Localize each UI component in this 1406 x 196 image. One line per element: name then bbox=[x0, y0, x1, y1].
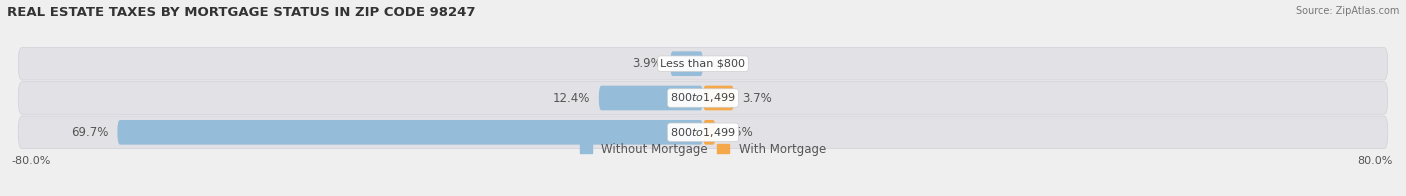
FancyBboxPatch shape bbox=[18, 116, 1388, 149]
Text: $800 to $1,499: $800 to $1,499 bbox=[671, 126, 735, 139]
FancyBboxPatch shape bbox=[18, 47, 1388, 80]
Text: 12.4%: 12.4% bbox=[553, 92, 591, 104]
FancyBboxPatch shape bbox=[599, 86, 703, 110]
FancyBboxPatch shape bbox=[703, 86, 734, 110]
Text: Less than $800: Less than $800 bbox=[661, 59, 745, 69]
Text: 0.0%: 0.0% bbox=[711, 57, 741, 70]
Text: $800 to $1,499: $800 to $1,499 bbox=[671, 92, 735, 104]
Text: REAL ESTATE TAXES BY MORTGAGE STATUS IN ZIP CODE 98247: REAL ESTATE TAXES BY MORTGAGE STATUS IN … bbox=[7, 6, 475, 19]
FancyBboxPatch shape bbox=[703, 120, 716, 145]
Text: Source: ZipAtlas.com: Source: ZipAtlas.com bbox=[1295, 6, 1399, 16]
FancyBboxPatch shape bbox=[18, 82, 1388, 114]
Text: 3.9%: 3.9% bbox=[633, 57, 662, 70]
Text: 3.7%: 3.7% bbox=[742, 92, 772, 104]
Text: 69.7%: 69.7% bbox=[72, 126, 110, 139]
Text: 1.5%: 1.5% bbox=[724, 126, 754, 139]
FancyBboxPatch shape bbox=[671, 51, 703, 76]
FancyBboxPatch shape bbox=[117, 120, 703, 145]
Legend: Without Mortgage, With Mortgage: Without Mortgage, With Mortgage bbox=[581, 143, 825, 156]
